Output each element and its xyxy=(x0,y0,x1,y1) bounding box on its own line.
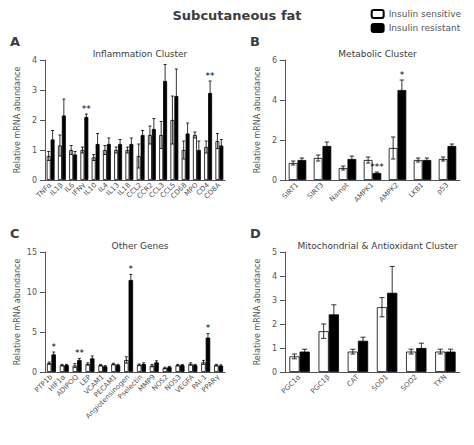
svg-text:3: 3 xyxy=(272,296,277,305)
svg-text:PECAM1: PECAM1 xyxy=(92,373,119,400)
svg-text:2: 2 xyxy=(272,136,277,145)
svg-text:IL10: IL10 xyxy=(82,181,99,198)
svg-text:10: 10 xyxy=(27,288,37,297)
svg-text:AMPK1: AMPK1 xyxy=(353,181,376,204)
svg-text:SOD1: SOD1 xyxy=(370,373,390,393)
svg-text:**: ** xyxy=(75,348,85,358)
svg-text:0: 0 xyxy=(32,368,37,377)
svg-text:IFNγ: IFNγ xyxy=(70,181,88,198)
svg-text:p53: p53 xyxy=(435,181,450,196)
svg-text:0: 0 xyxy=(272,368,277,377)
svg-text:PAI-1: PAI-1 xyxy=(190,373,209,392)
svg-text:CAT: CAT xyxy=(346,373,362,389)
svg-text:MMP9: MMP9 xyxy=(136,373,158,394)
svg-text:Subcutaneous fat: Subcutaneous fat xyxy=(172,8,301,23)
svg-text:CCL3: CCL3 xyxy=(147,181,166,200)
svg-text:*: * xyxy=(206,323,211,333)
svg-text:CCL5: CCL5 xyxy=(158,181,178,200)
svg-text:Angiotensinogen: Angiotensinogen xyxy=(84,373,132,421)
svg-text:TXN: TXN xyxy=(432,373,448,389)
svg-text:**: ** xyxy=(82,104,92,114)
svg-text:TNFα: TNFα xyxy=(35,181,54,200)
svg-text:IL4: IL4 xyxy=(96,181,110,195)
svg-text:Insulin sensitive: Insulin sensitive xyxy=(389,9,462,19)
svg-text:IL1β: IL1β xyxy=(48,181,65,198)
svg-text:*: * xyxy=(51,342,56,352)
svg-text:2: 2 xyxy=(272,320,277,329)
svg-text:0: 0 xyxy=(32,176,37,185)
svg-text:Relative mRNA abundance: Relative mRNA abundance xyxy=(253,67,262,174)
svg-text:CD68: CD68 xyxy=(169,181,189,201)
svg-text:Inflammation Cluster: Inflammation Cluster xyxy=(93,49,188,59)
svg-text:SIRT3: SIRT3 xyxy=(306,181,325,200)
svg-text:CD8A: CD8A xyxy=(203,181,223,201)
svg-text:Pselectin: Pselectin xyxy=(116,373,145,401)
svg-text:**: ** xyxy=(206,71,216,81)
svg-text:PTP1b: PTP1b xyxy=(33,373,55,395)
svg-text:Relative mRNA abundance: Relative mRNA abundance xyxy=(253,259,262,366)
svg-text:4: 4 xyxy=(272,96,277,105)
svg-text:AMPK2: AMPK2 xyxy=(378,181,401,204)
svg-text:3: 3 xyxy=(32,86,37,95)
svg-text:PGC1α: PGC1α xyxy=(280,373,303,396)
svg-text:VCAM1: VCAM1 xyxy=(82,373,106,397)
svg-text:Relative mRNA abundance: Relative mRNA abundance xyxy=(13,67,22,174)
svg-text:D: D xyxy=(250,226,261,241)
svg-text:CCL2: CCL2 xyxy=(125,181,144,200)
svg-text:*: * xyxy=(129,264,134,274)
svg-text:6: 6 xyxy=(272,56,277,65)
svg-text:Other Genes: Other Genes xyxy=(112,241,169,251)
svg-text:Relative mRNA abundance: Relative mRNA abundance xyxy=(13,259,22,366)
svg-text:4: 4 xyxy=(272,272,277,281)
svg-text:B: B xyxy=(250,34,260,49)
svg-text:SOD2: SOD2 xyxy=(399,373,419,393)
svg-text:Metabolic Cluster: Metabolic Cluster xyxy=(338,49,417,59)
svg-text:1: 1 xyxy=(272,344,277,353)
svg-text:NOS3: NOS3 xyxy=(163,373,183,393)
svg-text:IL6: IL6 xyxy=(62,181,76,195)
svg-text:15: 15 xyxy=(27,248,37,257)
svg-text:VEGFA: VEGFA xyxy=(173,373,196,395)
svg-text:PGC1β: PGC1β xyxy=(309,373,331,395)
svg-text:Insulin resistant: Insulin resistant xyxy=(389,23,461,33)
svg-text:A: A xyxy=(10,34,20,49)
svg-text:Nampt: Nampt xyxy=(328,181,350,203)
svg-text:IL13: IL13 xyxy=(104,181,121,198)
svg-text:IL18: IL18 xyxy=(116,181,133,198)
svg-text:C: C xyxy=(10,226,20,241)
svg-text:CCR2: CCR2 xyxy=(135,181,155,201)
svg-text:5: 5 xyxy=(32,328,37,337)
svg-text:***: *** xyxy=(370,162,384,172)
svg-text:PPARγ: PPARγ xyxy=(200,373,221,394)
svg-text:5: 5 xyxy=(272,248,277,257)
svg-text:0: 0 xyxy=(272,176,277,185)
svg-text:HIF1α: HIF1α xyxy=(47,373,68,394)
svg-text:Mitochondrial & Antioxidant Cl: Mitochondrial & Antioxidant Cluster xyxy=(297,241,457,251)
svg-text:LEP: LEP xyxy=(78,373,93,388)
svg-text:SIRT1: SIRT1 xyxy=(281,181,300,200)
svg-text:4: 4 xyxy=(32,56,37,65)
svg-text:1: 1 xyxy=(32,146,37,155)
svg-text:CD4: CD4 xyxy=(194,181,211,198)
svg-text:MPO: MPO xyxy=(182,181,200,198)
svg-text:*: * xyxy=(400,70,405,80)
svg-text:NOS2: NOS2 xyxy=(150,373,170,393)
svg-text:ADIPOQ: ADIPOQ xyxy=(55,373,80,398)
svg-text:LKB1: LKB1 xyxy=(407,181,425,199)
svg-text:2: 2 xyxy=(32,116,37,125)
